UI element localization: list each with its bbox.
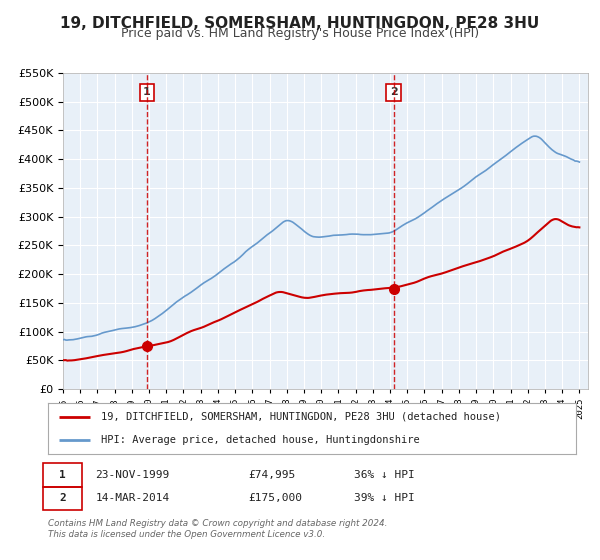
Text: 2008: 2008 [282, 397, 291, 419]
Text: 1996: 1996 [76, 397, 85, 419]
Text: 1997: 1997 [93, 397, 102, 419]
Text: 2020: 2020 [489, 397, 498, 419]
Text: £175,000: £175,000 [248, 493, 302, 503]
Text: 2005: 2005 [230, 397, 239, 419]
Text: 2025: 2025 [575, 397, 584, 419]
Text: 2002: 2002 [179, 397, 188, 419]
Text: 2024: 2024 [557, 397, 566, 419]
Text: Contains HM Land Registry data © Crown copyright and database right 2024.: Contains HM Land Registry data © Crown c… [48, 519, 388, 528]
Text: 2004: 2004 [214, 397, 223, 419]
Text: 2: 2 [390, 87, 398, 97]
Text: 2017: 2017 [437, 397, 446, 419]
Text: 36% ↓ HPI: 36% ↓ HPI [354, 470, 415, 480]
Text: 19, DITCHFIELD, SOMERSHAM, HUNTINGDON, PE28 3HU: 19, DITCHFIELD, SOMERSHAM, HUNTINGDON, P… [61, 16, 539, 31]
Text: This data is licensed under the Open Government Licence v3.0.: This data is licensed under the Open Gov… [48, 530, 325, 539]
Text: 2011: 2011 [334, 397, 343, 419]
Text: 2022: 2022 [523, 397, 532, 419]
Text: £74,995: £74,995 [248, 470, 296, 480]
Text: 2019: 2019 [472, 397, 481, 419]
Text: 2023: 2023 [541, 397, 550, 419]
Text: 2010: 2010 [317, 397, 326, 419]
Text: 1999: 1999 [127, 397, 136, 419]
Text: 2006: 2006 [248, 397, 257, 419]
Text: 2018: 2018 [454, 397, 463, 419]
Text: 23-NOV-1999: 23-NOV-1999 [95, 470, 170, 480]
Text: 14-MAR-2014: 14-MAR-2014 [95, 493, 170, 503]
Text: 1998: 1998 [110, 397, 119, 419]
Text: 2015: 2015 [403, 397, 412, 419]
Text: 39% ↓ HPI: 39% ↓ HPI [354, 493, 415, 503]
Text: 2001: 2001 [162, 397, 171, 419]
Text: 2007: 2007 [265, 397, 274, 419]
Text: HPI: Average price, detached house, Huntingdonshire: HPI: Average price, detached house, Hunt… [101, 435, 419, 445]
Text: 2012: 2012 [351, 397, 360, 419]
Text: 2000: 2000 [145, 397, 154, 419]
Text: 2016: 2016 [420, 397, 429, 419]
Text: 19, DITCHFIELD, SOMERSHAM, HUNTINGDON, PE28 3HU (detached house): 19, DITCHFIELD, SOMERSHAM, HUNTINGDON, P… [101, 412, 501, 422]
Text: 2: 2 [59, 493, 66, 503]
Text: 2021: 2021 [506, 397, 515, 419]
Text: Price paid vs. HM Land Registry's House Price Index (HPI): Price paid vs. HM Land Registry's House … [121, 27, 479, 40]
Text: 1: 1 [143, 87, 151, 97]
Text: 2009: 2009 [299, 397, 308, 419]
Text: 1995: 1995 [59, 397, 67, 419]
Text: 2003: 2003 [196, 397, 205, 419]
Text: 2013: 2013 [368, 397, 377, 419]
Text: 2014: 2014 [386, 397, 395, 419]
Text: 1: 1 [59, 470, 66, 480]
